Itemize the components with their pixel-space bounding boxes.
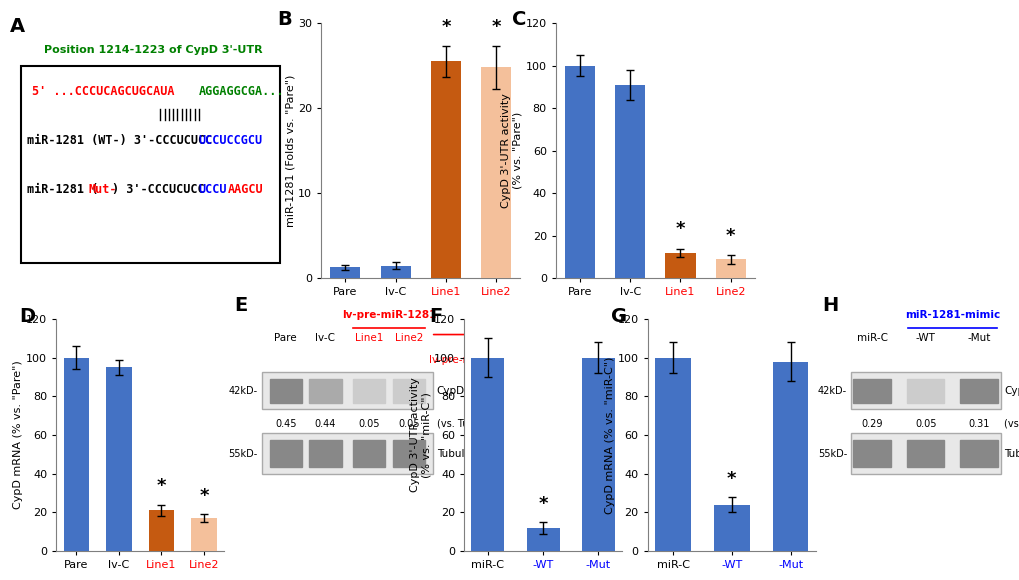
Text: Tubulin: Tubulin [436,448,474,459]
Text: 0.29: 0.29 [860,419,882,429]
Text: 0.05: 0.05 [914,419,935,429]
Text: 55kD-: 55kD- [228,448,258,459]
Text: miR-C: miR-C [856,333,887,343]
Bar [715,259,745,278]
Bar [906,379,944,403]
Text: 0.05: 0.05 [358,419,380,429]
Bar [581,358,614,551]
Text: -Mut: -Mut [967,333,989,343]
Text: F: F [429,307,442,327]
Text: lv-pre-miR-1281: lv-pre-miR-1281 [341,310,436,320]
Text: (vs. Tubulin): (vs. Tubulin) [1003,419,1019,429]
Bar [309,379,341,403]
Bar [262,372,432,409]
Text: AAGCU: AAGCU [227,183,263,195]
Y-axis label: CypD mRNA (% vs. "Pare"): CypD mRNA (% vs. "Pare") [13,361,23,509]
Text: B: B [277,10,292,30]
Text: CypD: CypD [1003,386,1019,396]
Text: *: * [199,487,209,505]
Text: C: C [512,10,526,30]
Text: lv-C: lv-C [315,333,335,343]
Bar [471,358,504,551]
Bar [269,440,302,467]
Text: miR-1281 (: miR-1281 ( [26,183,98,195]
Text: Line1: Line1 [355,333,383,343]
Text: lv-pre-miR-1281: lv-pre-miR-1281 [663,355,747,365]
Text: *: * [538,495,547,513]
Bar [565,66,594,278]
Text: *: * [491,18,500,36]
Y-axis label: miR-1281 (Folds vs. "Pare"): miR-1281 (Folds vs. "Pare") [285,75,296,227]
Bar [853,379,890,403]
Text: AGGAGGCGA...: AGGAGGCGA... [199,85,284,97]
Bar [392,440,425,467]
Bar [380,266,411,278]
Bar [664,253,695,278]
Bar [330,267,360,278]
Text: 5' ...CCCUCAGCUGCAUA: 5' ...CCCUCAGCUGCAUA [33,85,174,97]
Text: D: D [19,307,36,327]
Bar [906,440,944,467]
Bar [430,61,461,278]
Bar [614,85,645,278]
Text: CypD: CypD [436,386,465,396]
Text: lv-pre-miR-1281: lv-pre-miR-1281 [429,355,513,365]
Text: *: * [727,470,736,488]
Bar [353,379,385,403]
Text: 0.44: 0.44 [315,419,336,429]
Text: *: * [157,477,166,495]
Bar [960,379,997,403]
Text: 0.31: 0.31 [968,419,988,429]
Text: 0.45: 0.45 [275,419,297,429]
Bar [262,433,432,474]
Text: ) 3'-CCCUCUCC: ) 3'-CCCUCUCC [112,183,205,195]
Text: A: A [10,17,25,37]
Text: (vs. Tubulin): (vs. Tubulin) [436,419,496,429]
Text: 42kD-: 42kD- [817,386,847,396]
Bar [392,379,425,403]
Text: Pare: Pare [274,333,297,343]
Bar [850,372,1000,409]
Bar [481,67,511,278]
Text: *: * [675,220,685,238]
Bar [772,361,808,551]
Text: -WT: -WT [915,333,934,343]
Text: Line2: Line2 [394,333,423,343]
Text: G: G [610,307,627,327]
Bar [960,440,997,467]
Text: 55kD-: 55kD- [817,448,847,459]
Bar [353,440,385,467]
Text: 0.05: 0.05 [397,419,420,429]
Bar [853,440,890,467]
Bar [149,510,174,551]
Bar [269,379,302,403]
Text: Mut-: Mut- [89,183,117,195]
Text: 42kD-: 42kD- [228,386,258,396]
Text: UCCUCCGCU: UCCUCCGCU [199,133,263,147]
Y-axis label: CypD 3'-UTR activity
(% vs. "miR-C"): CypD 3'-UTR activity (% vs. "miR-C") [410,378,431,492]
Text: Position 1214-1223 of CypD 3'-UTR: Position 1214-1223 of CypD 3'-UTR [44,45,263,55]
Bar [63,358,90,551]
Bar [713,505,749,551]
Bar [309,440,341,467]
Bar [106,367,131,551]
Text: E: E [233,296,247,315]
Bar [191,518,216,551]
FancyBboxPatch shape [21,67,280,263]
Bar [655,358,690,551]
Text: miR-1281 (WT-) 3'-CCCUCUCC: miR-1281 (WT-) 3'-CCCUCUCC [26,133,212,147]
Bar [526,528,559,551]
Text: *: * [726,227,735,245]
Text: UCCU: UCCU [199,183,227,195]
Bar [850,433,1000,474]
Text: miR-1281-mimic: miR-1281-mimic [904,310,999,320]
Y-axis label: CypD 3'-UTR activity
(% vs. "Pare"): CypD 3'-UTR activity (% vs. "Pare") [501,93,523,208]
Text: *: * [440,18,450,36]
Text: H: H [821,296,838,315]
Y-axis label: CypD mRNA (% vs. "miR-C"): CypD mRNA (% vs. "miR-C") [604,356,614,514]
Text: Tubulin: Tubulin [1003,448,1019,459]
